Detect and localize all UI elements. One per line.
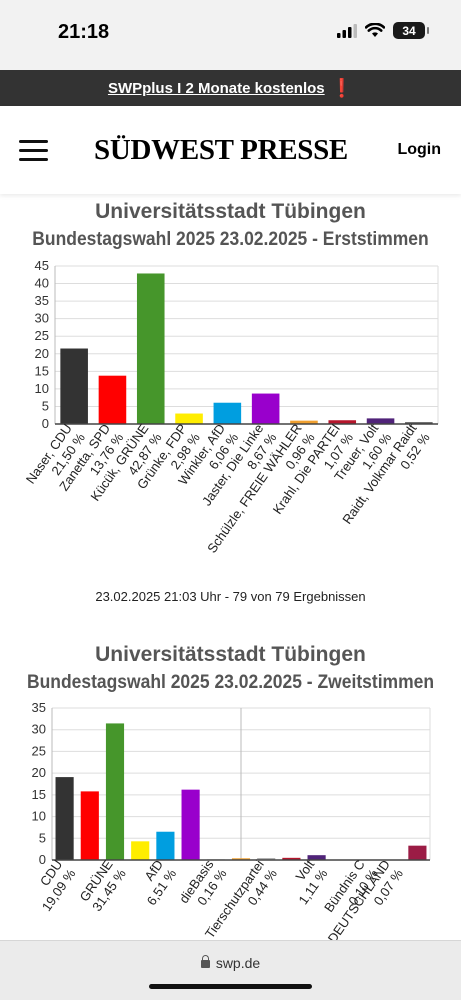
- brand-logo[interactable]: SÜDWEST PRESSE: [94, 134, 348, 166]
- promo-link[interactable]: SWPplus I 2 Monate kostenlos: [107, 79, 325, 97]
- bar-5: [156, 831, 175, 860]
- y-tick-label: 40: [35, 276, 49, 291]
- bar-3: [136, 273, 165, 424]
- promo-banner[interactable]: SWPplus I 2 Monate kostenlos ❗: [0, 70, 461, 106]
- chart2-title: Universitätsstadt Tübingen: [95, 643, 366, 666]
- bar-6: [181, 789, 200, 860]
- y-tick-label: 35: [32, 700, 46, 715]
- y-tick-label: 5: [42, 398, 49, 413]
- y-tick-label: 25: [32, 743, 46, 758]
- bar-4: [175, 413, 203, 424]
- y-tick-label: 45: [35, 260, 49, 273]
- home-indicator: [149, 984, 312, 989]
- y-tick-label: 10: [32, 809, 46, 824]
- bar-3: [105, 723, 125, 860]
- bar-2: [98, 375, 127, 424]
- bar-15: [408, 845, 427, 860]
- bar-8: [231, 858, 251, 860]
- bar-4: [131, 841, 150, 860]
- cellular-signal-icon: [337, 23, 357, 38]
- y-tick-label: 35: [35, 293, 49, 308]
- bar-11: [307, 855, 326, 860]
- y-tick-label: 15: [32, 787, 46, 802]
- y-tick-label: 0: [42, 416, 49, 431]
- bar-1: [55, 777, 74, 860]
- battery-indicator: 34: [393, 22, 429, 39]
- y-tick-label: 30: [35, 311, 49, 326]
- bar-9: [366, 418, 395, 424]
- chart1-footnote: 23.02.2025 21:03 Uhr - 79 von 79 Ergebni…: [95, 589, 366, 604]
- bar-7: [290, 420, 318, 424]
- wifi-icon: [365, 23, 385, 37]
- y-tick-label: 10: [35, 381, 49, 396]
- status-bar: 21:18 34: [0, 0, 461, 70]
- menu-icon[interactable]: [19, 140, 48, 162]
- chart1-title: Universitätsstadt Tübingen: [95, 200, 366, 223]
- bar-1: [60, 348, 88, 424]
- bar-6: [251, 393, 280, 424]
- chart2-subtitle: Bundestagswahl 2025 23.02.2025 - Zweitst…: [26, 672, 435, 693]
- url-text: swp.de: [215, 955, 261, 971]
- bar-8: [328, 420, 357, 424]
- bar-10: [282, 857, 301, 860]
- y-tick-label: 25: [35, 328, 49, 343]
- y-tick-label: 30: [32, 722, 46, 737]
- bar-2: [80, 791, 99, 860]
- bar-5: [213, 402, 242, 424]
- y-tick-label: 0: [39, 852, 46, 867]
- site-header: SÜDWEST PRESSE Login: [0, 106, 461, 194]
- bar-9: [257, 858, 276, 860]
- bar-10: [405, 422, 433, 424]
- y-tick-label: 15: [35, 363, 49, 378]
- exclamation-icon: ❗: [330, 77, 354, 98]
- y-tick-label: 20: [35, 346, 49, 361]
- login-link[interactable]: Login: [397, 141, 441, 158]
- status-time: 21:18: [58, 21, 110, 43]
- status-icons: 34: [337, 22, 429, 39]
- y-tick-label: 5: [39, 830, 46, 845]
- lock-icon: [200, 955, 210, 968]
- chart1-subtitle: Bundestagswahl 2025 23.02.2025 - Erststi…: [32, 229, 429, 250]
- browser-address-bar[interactable]: swp.de: [0, 940, 461, 1000]
- y-tick-label: 20: [32, 765, 46, 780]
